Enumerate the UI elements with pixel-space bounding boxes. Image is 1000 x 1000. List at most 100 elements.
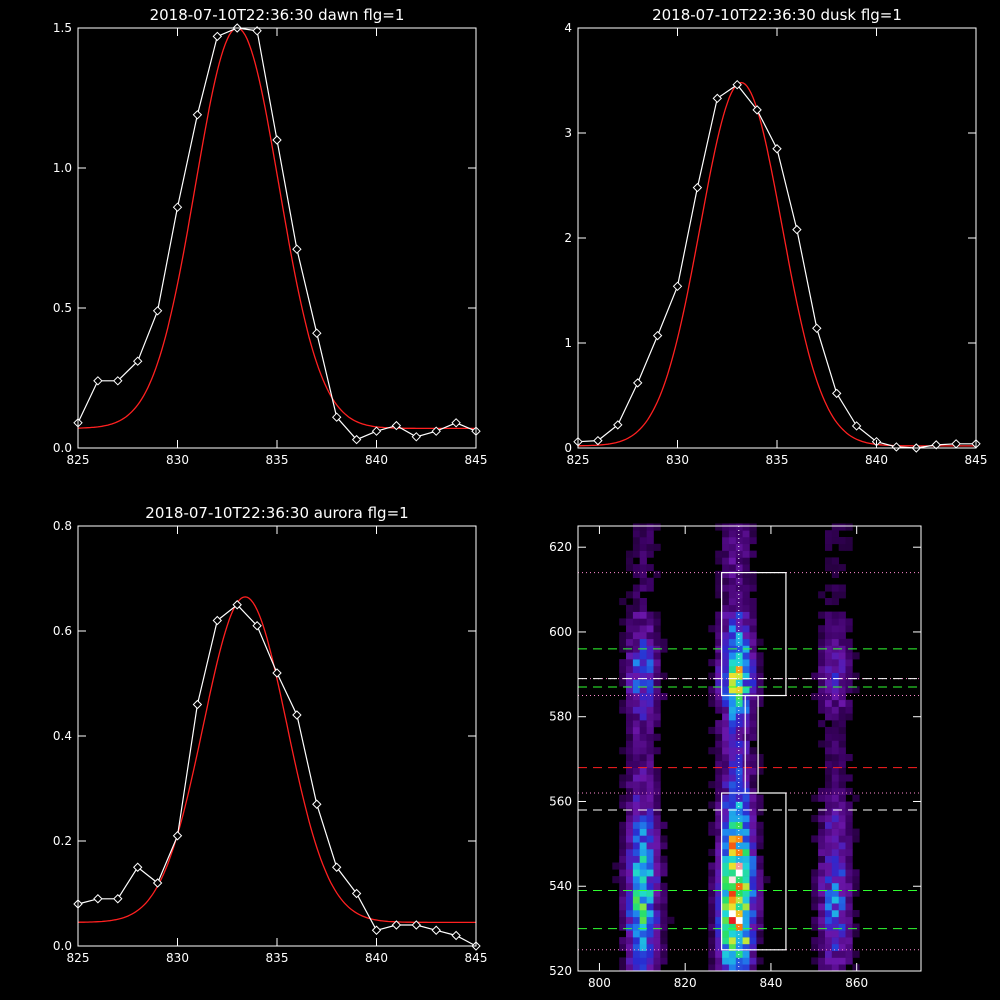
heatmap-cell bbox=[619, 679, 627, 687]
heatmap-cell bbox=[722, 808, 730, 816]
heatmap-cell bbox=[838, 618, 846, 626]
heatmap-cell bbox=[825, 632, 833, 640]
heatmap-cell bbox=[818, 842, 826, 850]
heatmap-cell bbox=[852, 828, 860, 836]
heatmap-cell bbox=[728, 686, 737, 694]
heatmap-cell bbox=[639, 869, 647, 877]
heatmap-cell bbox=[728, 848, 737, 856]
heatmap-cell bbox=[749, 767, 757, 775]
heatmap-cell bbox=[825, 828, 833, 836]
heatmap-cell bbox=[632, 598, 641, 606]
heatmap-cell bbox=[749, 733, 757, 741]
heatmap-cell bbox=[838, 828, 846, 836]
heatmap-cell bbox=[626, 903, 634, 911]
heatmap-cell bbox=[742, 801, 750, 809]
heatmap-cell bbox=[831, 889, 839, 897]
heatmap-cell bbox=[845, 848, 853, 856]
heatmap-cell bbox=[831, 726, 839, 734]
heatmap-cell bbox=[735, 659, 743, 667]
heatmap-cell bbox=[660, 842, 668, 850]
heatmap-cell bbox=[708, 923, 716, 931]
heatmap-cell bbox=[639, 598, 647, 606]
heatmap-cell bbox=[639, 930, 647, 938]
heatmap-cell bbox=[708, 876, 716, 884]
heatmap-cell bbox=[838, 916, 846, 924]
heatmap-cell bbox=[619, 923, 627, 931]
heatmap-cell bbox=[632, 930, 641, 938]
heatmap-cell bbox=[715, 591, 723, 599]
heatmap-cell bbox=[838, 964, 846, 972]
y-tick-label: 1 bbox=[564, 336, 572, 350]
heatmap-cell bbox=[825, 869, 833, 877]
data-point bbox=[93, 894, 103, 904]
heatmap-cell bbox=[838, 869, 846, 877]
heatmap-cell bbox=[722, 523, 730, 531]
heatmap-cell bbox=[811, 923, 819, 931]
heatmap-cell bbox=[660, 923, 668, 931]
heatmap-cell bbox=[742, 957, 750, 965]
heatmap-cell bbox=[632, 896, 641, 904]
heatmap-cell bbox=[646, 699, 654, 707]
heatmap-cell bbox=[639, 787, 647, 795]
heatmap-cell bbox=[749, 611, 757, 619]
heatmap-cell bbox=[728, 889, 737, 897]
heatmap-cell bbox=[825, 645, 833, 653]
heatmap-cell bbox=[735, 713, 743, 721]
observed-line bbox=[77, 27, 477, 441]
heatmap-cell bbox=[626, 808, 634, 816]
heatmap-cell bbox=[708, 672, 716, 680]
heatmap-cell bbox=[715, 801, 723, 809]
heatmap-cell bbox=[831, 584, 839, 592]
heatmap-cell bbox=[626, 706, 634, 714]
heatmap-cell bbox=[708, 747, 716, 755]
heatmap-cell bbox=[749, 693, 757, 701]
heatmap-cell bbox=[646, 611, 654, 619]
heatmap-cell bbox=[632, 625, 641, 633]
heatmap-cell bbox=[825, 842, 833, 850]
heatmap-cell bbox=[749, 706, 757, 714]
heatmap-cell bbox=[742, 625, 750, 633]
heatmap-cell bbox=[653, 903, 661, 911]
data-point bbox=[132, 862, 143, 872]
heatmap-cell bbox=[735, 787, 743, 795]
heatmap-cell bbox=[728, 923, 737, 931]
heatmap-cell bbox=[639, 537, 647, 545]
heatmap-cell bbox=[742, 557, 750, 565]
heatmap-cell bbox=[639, 835, 647, 843]
heatmap-cell bbox=[845, 652, 853, 660]
heatmap-cell bbox=[756, 821, 764, 829]
data-point bbox=[272, 668, 282, 678]
heatmap-cell bbox=[653, 665, 661, 673]
heatmap-cell bbox=[708, 957, 716, 965]
heatmap-cell bbox=[715, 652, 723, 660]
heatmap-cell bbox=[728, 740, 737, 748]
heatmap-cell bbox=[715, 808, 723, 816]
heatmap-cell bbox=[838, 876, 846, 884]
heatmap-cell bbox=[845, 903, 853, 911]
heatmap-cell bbox=[742, 693, 750, 701]
heatmap-cell bbox=[626, 767, 634, 775]
heatmap-cell bbox=[831, 767, 839, 775]
chart-title: 2018-07-10T22:36:30 dusk flg=1 bbox=[652, 6, 902, 24]
heatmap-cell bbox=[728, 774, 737, 782]
heatmap-cell bbox=[838, 591, 846, 599]
heatmap-cell bbox=[639, 570, 647, 578]
data-point bbox=[411, 920, 422, 930]
heatmap-cell bbox=[646, 855, 654, 863]
heatmap-cell bbox=[831, 957, 839, 965]
heatmap-cell bbox=[667, 916, 675, 924]
heatmap-cell bbox=[646, 842, 654, 850]
heatmap-cell bbox=[653, 910, 661, 918]
heatmap-cell bbox=[831, 530, 839, 538]
heatmap-cell bbox=[646, 943, 654, 951]
heatmap-cell bbox=[632, 848, 641, 856]
heatmap-cell bbox=[626, 754, 634, 762]
heatmap-cell bbox=[639, 611, 647, 619]
heatmap-cell bbox=[728, 706, 737, 714]
heatmap-cell bbox=[735, 815, 743, 823]
x-tick-label: 800 bbox=[588, 976, 611, 990]
heatmap-cell bbox=[749, 537, 757, 545]
heatmap-cell bbox=[735, 754, 743, 762]
heatmap-cell bbox=[722, 889, 730, 897]
heatmap-cell bbox=[735, 828, 743, 836]
